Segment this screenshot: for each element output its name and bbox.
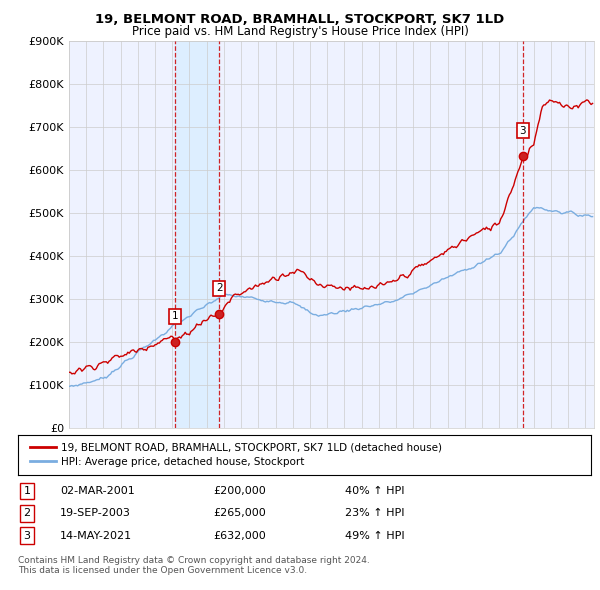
Text: 2: 2 — [216, 283, 223, 293]
Text: 49% ↑ HPI: 49% ↑ HPI — [345, 531, 404, 540]
Text: £200,000: £200,000 — [213, 486, 266, 496]
Text: £265,000: £265,000 — [213, 509, 266, 518]
Text: 3: 3 — [520, 126, 526, 136]
Text: 3: 3 — [23, 531, 31, 540]
Text: This data is licensed under the Open Government Licence v3.0.: This data is licensed under the Open Gov… — [18, 566, 307, 575]
Text: 02-MAR-2001: 02-MAR-2001 — [60, 486, 135, 496]
Text: 1: 1 — [172, 311, 178, 321]
Text: Contains HM Land Registry data © Crown copyright and database right 2024.: Contains HM Land Registry data © Crown c… — [18, 556, 370, 565]
Text: 23% ↑ HPI: 23% ↑ HPI — [345, 509, 404, 518]
Text: 19, BELMONT ROAD, BRAMHALL, STOCKPORT, SK7 1LD: 19, BELMONT ROAD, BRAMHALL, STOCKPORT, S… — [95, 13, 505, 26]
Text: Price paid vs. HM Land Registry's House Price Index (HPI): Price paid vs. HM Land Registry's House … — [131, 25, 469, 38]
Text: 14-MAY-2021: 14-MAY-2021 — [60, 531, 132, 540]
Legend: 19, BELMONT ROAD, BRAMHALL, STOCKPORT, SK7 1LD (detached house), HPI: Average pr: 19, BELMONT ROAD, BRAMHALL, STOCKPORT, S… — [26, 438, 446, 471]
Bar — [175, 41, 219, 428]
Text: £632,000: £632,000 — [213, 531, 266, 540]
Text: 40% ↑ HPI: 40% ↑ HPI — [345, 486, 404, 496]
Text: 19-SEP-2003: 19-SEP-2003 — [60, 509, 131, 518]
Text: 2: 2 — [23, 509, 31, 518]
Text: 1: 1 — [23, 486, 31, 496]
